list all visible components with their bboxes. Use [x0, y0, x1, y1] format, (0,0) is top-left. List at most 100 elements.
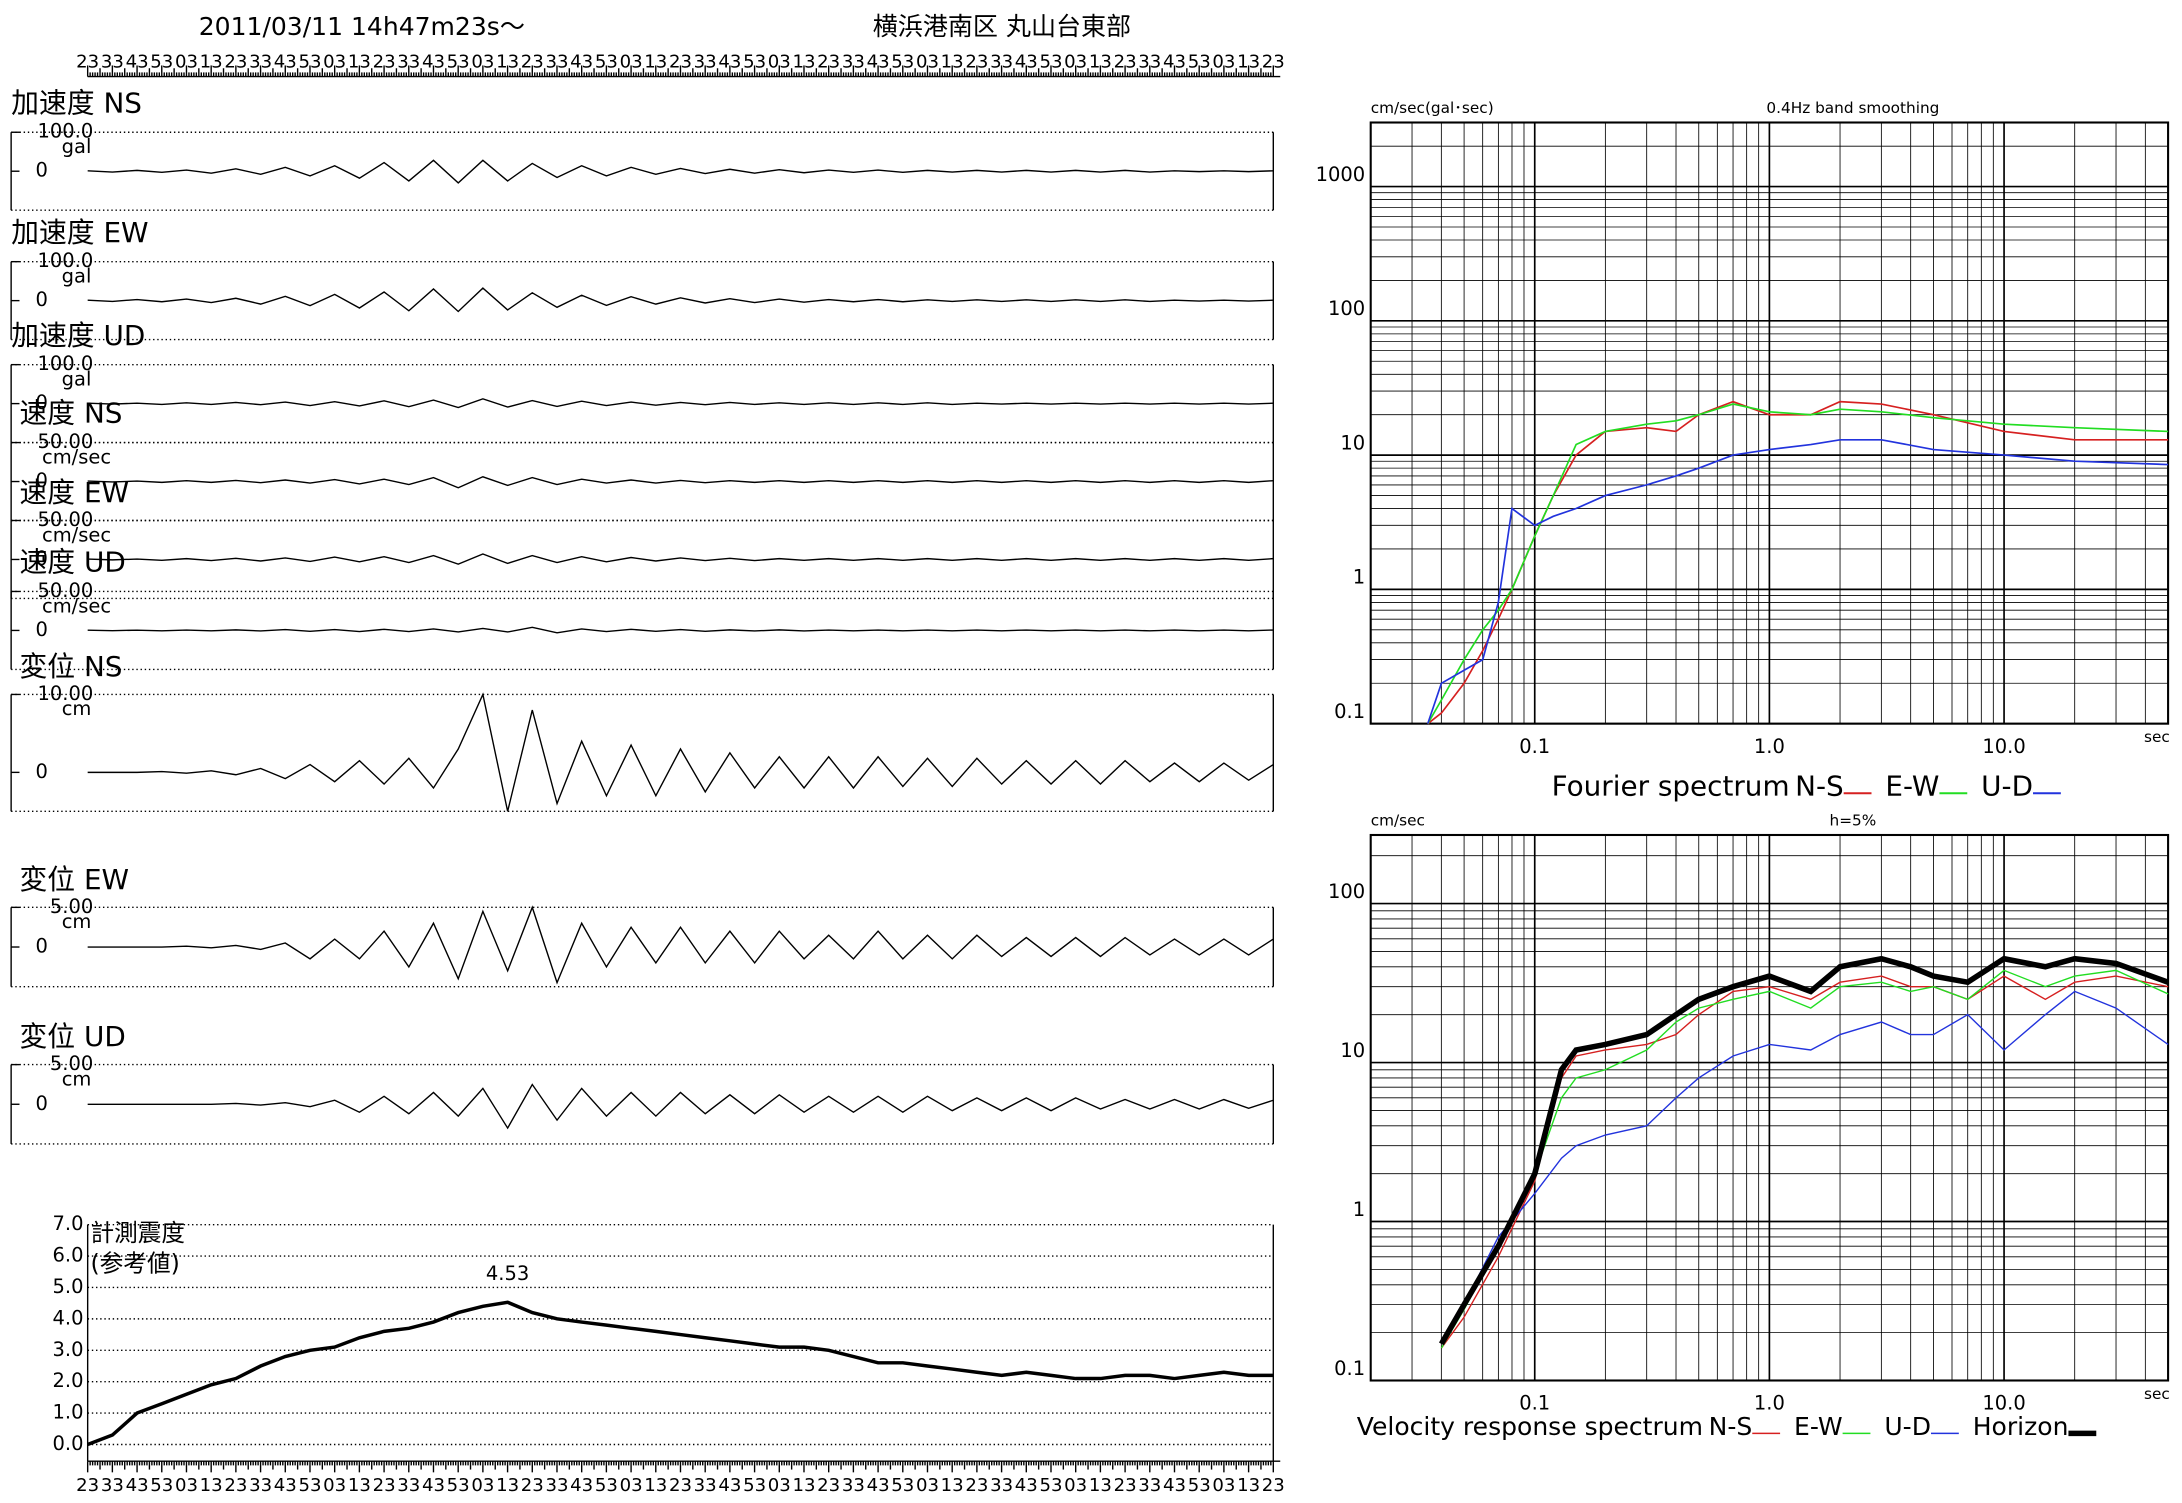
y-tick-label: 50.00 [37, 579, 93, 602]
location: 横浜港南区 丸山台東部 [873, 12, 1131, 41]
y-tick-label: 2.0 [53, 1369, 84, 1392]
time-tick-label: 13 [200, 1475, 223, 1496]
x-unit: sec [2144, 1385, 2170, 1403]
y-tick-label: 1 [1353, 1198, 1365, 1221]
legend-label: Horizon [1973, 1412, 2069, 1441]
time-tick-label: 03 [471, 52, 494, 73]
time-tick-label: 33 [249, 52, 272, 73]
time-tick-label: 23 [817, 1475, 840, 1496]
time-tick-label: 13 [200, 52, 223, 73]
time-tick-label: 23 [521, 1475, 544, 1496]
y-tick-label: 0 [36, 618, 48, 641]
y-tick-label: 50.00 [37, 430, 93, 453]
y-tick-label: 0 [36, 159, 48, 182]
y-tick-label: 100.0 [37, 352, 93, 375]
legend-label: U-D [1981, 770, 2033, 803]
time-tick-label: 43 [718, 52, 741, 73]
time-tick-label: 23 [817, 52, 840, 73]
panel-title: 加速度 NS [11, 86, 142, 119]
x-tick-label: 10.0 [1982, 1392, 2025, 1415]
time-tick-label: 53 [891, 52, 914, 73]
time-tick-label: 13 [348, 1475, 371, 1496]
time-tick-label: 03 [1212, 52, 1235, 73]
time-tick-label: 13 [1237, 1475, 1260, 1496]
time-tick-label: 43 [718, 1475, 741, 1496]
y-unit: gal [62, 135, 92, 158]
y-tick-label: 100.0 [37, 249, 93, 272]
legend-label: E-W [1885, 770, 1939, 803]
legend-label: N-S [1795, 770, 1844, 803]
time-tick-label: 03 [768, 1475, 791, 1496]
time-tick-label: 03 [916, 52, 939, 73]
time-tick-label: 53 [1188, 1475, 1211, 1496]
time-tick-label: 13 [496, 1475, 519, 1496]
time-tick-label: 23 [224, 52, 247, 73]
time-tick-label: 23 [965, 52, 988, 73]
time-tick-label: 03 [620, 1475, 643, 1496]
datetime: 2011/03/11 14h47m23s〜 [199, 12, 525, 41]
time-tick-label: 03 [1064, 1475, 1087, 1496]
y-tick-label: 0 [36, 1092, 48, 1115]
time-tick-label: 23 [965, 1475, 988, 1496]
time-tick-label: 53 [298, 1475, 321, 1496]
time-tick-label: 33 [1138, 1475, 1161, 1496]
waveform [87, 553, 1274, 565]
y-tick-label: 0.0 [53, 1432, 84, 1455]
time-tick-label: 53 [891, 1475, 914, 1496]
time-tick-label: 33 [397, 52, 420, 73]
time-tick-label: 23 [1262, 52, 1285, 73]
time-tick-label: 23 [76, 52, 99, 73]
time-tick-label: 13 [644, 52, 667, 73]
y-tick-label: 0 [36, 288, 48, 311]
plot-title: 0.4Hz band smoothing [1766, 99, 1939, 117]
time-tick-label: 23 [669, 52, 692, 73]
time-tick-label: 43 [1163, 52, 1186, 73]
time-tick-label: 33 [101, 1475, 124, 1496]
time-tick-label: 33 [545, 1475, 568, 1496]
x-tick-label: 10.0 [1982, 735, 2025, 758]
time-tick-label: 43 [1015, 1475, 1038, 1496]
spectrum-line [1440, 969, 2169, 1349]
panel-title: 速度 EW [19, 476, 129, 509]
time-tick-label: 33 [842, 1475, 865, 1496]
time-tick-label: 53 [1039, 1475, 1062, 1496]
panel-title: 速度 NS [19, 397, 122, 430]
y-tick-label: 50.00 [37, 508, 93, 531]
y-label: 計測震度 [90, 1219, 185, 1247]
legend-label: U-D [1884, 1412, 1931, 1441]
x-tick-label: 0.1 [1519, 1392, 1550, 1415]
y-label: (参考値) [90, 1249, 179, 1277]
panel-title: 変位 NS [19, 650, 122, 683]
time-tick-label: 43 [1015, 52, 1038, 73]
time-tick-label: 13 [941, 1475, 964, 1496]
time-tick-label: 13 [348, 52, 371, 73]
x-tick-label: 1.0 [1754, 735, 1785, 758]
y-tick-label: 5.0 [53, 1275, 84, 1298]
time-tick-label: 43 [126, 1475, 149, 1496]
y-tick-label: 10 [1340, 431, 1365, 454]
time-tick-label: 33 [1138, 52, 1161, 73]
time-tick-label: 23 [373, 52, 396, 73]
time-tick-label: 03 [323, 52, 346, 73]
panel-title: 変位 UD [19, 1020, 125, 1053]
time-tick-label: 33 [545, 52, 568, 73]
y-tick-label: 1 [1353, 566, 1365, 589]
y-unit: cm/sec [42, 523, 111, 546]
waveform [87, 1083, 1274, 1130]
y-unit: cm [62, 1067, 92, 1090]
spectrum-line [1427, 403, 2169, 725]
waveform [87, 476, 1274, 489]
y-tick-label: 0 [36, 469, 48, 492]
time-tick-label: 53 [150, 1475, 173, 1496]
time-tick-label: 33 [694, 52, 717, 73]
y-tick-label: 5.00 [50, 895, 93, 918]
time-tick-label: 33 [397, 1475, 420, 1496]
x-tick-label: 0.1 [1519, 735, 1550, 758]
time-tick-label: 03 [323, 1475, 346, 1496]
legend-label: E-W [1794, 1412, 1843, 1441]
time-tick-label: 23 [1114, 1475, 1137, 1496]
x-tick-label: 1.0 [1754, 1392, 1785, 1415]
y-tick-label: 100 [1328, 880, 1365, 903]
time-tick-label: 53 [595, 1475, 618, 1496]
legend-title: Velocity response spectrum [1357, 1412, 1703, 1441]
